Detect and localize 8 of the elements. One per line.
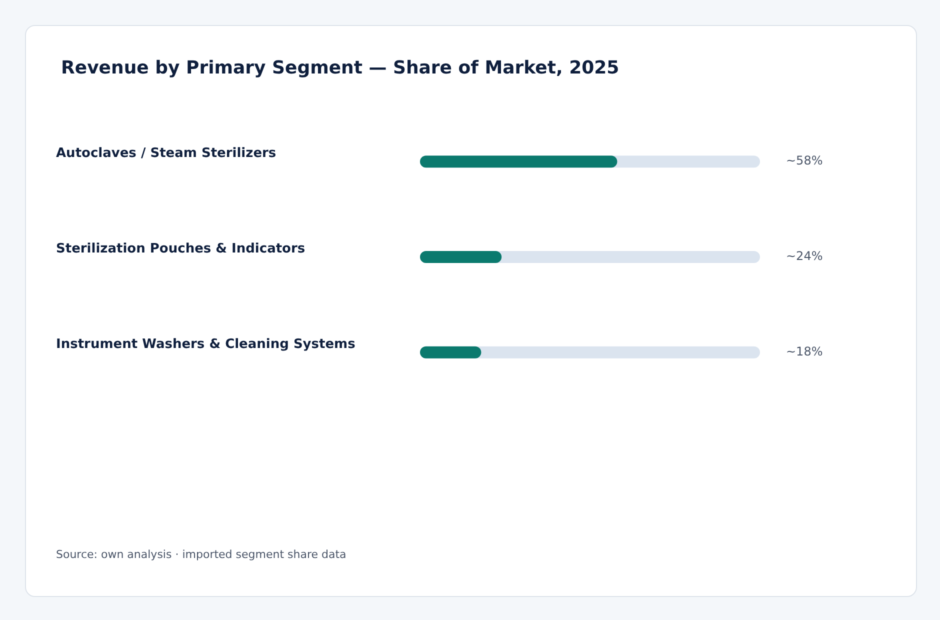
y-tick-label: Instrument Washers & Cleaning Systems <box>56 336 356 352</box>
data-label: ~58% <box>786 154 823 168</box>
data-label: ~18% <box>786 344 823 358</box>
chart-title: Revenue by Primary Segment — Share of Market, 2025 <box>61 58 620 78</box>
data-label: ~24% <box>786 249 823 263</box>
y-tick-label: Sterilization Pouches & Indicators <box>56 242 306 256</box>
y-tick-label: Autoclaves / Steam Sterilizers <box>56 146 276 162</box>
source-note: Source: own analysis · imported segment share data <box>56 548 346 561</box>
